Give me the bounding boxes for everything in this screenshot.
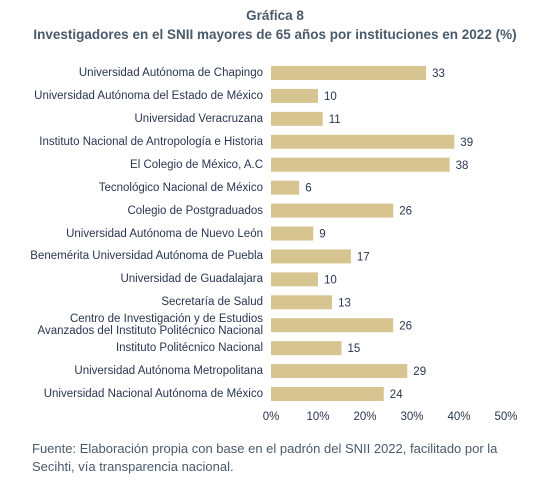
category-label: Tecnológico Nacional de México	[98, 181, 263, 194]
bar	[271, 157, 450, 172]
value-label: 24	[390, 389, 403, 401]
value-label: 10	[324, 91, 337, 103]
category-label: Universidad de Guadalajara	[120, 273, 263, 286]
category-label: Universidad Autónoma de Nuevo León	[66, 227, 263, 240]
category-label: Universidad Autónoma Metropolitana	[74, 365, 263, 378]
category-label: Universidad Autónoma de Chapingo	[78, 67, 263, 79]
chart-title: Gráfica 8	[246, 8, 304, 23]
category-label: Benemérita Universidad Autónoma de Puebl…	[30, 250, 263, 263]
x-tick-label: 50%	[494, 411, 517, 423]
value-label: 38	[456, 160, 469, 172]
bar	[271, 249, 351, 264]
bar	[271, 272, 318, 287]
category-label: Colegio de Postgraduados	[127, 204, 263, 217]
category-label: Universidad Veracruzana	[134, 112, 264, 125]
value-label: 26	[399, 206, 412, 218]
category-label: Universidad Autónoma del Estado de Méxic…	[34, 89, 263, 102]
category-label: Instituto Nacional de Antropología e His…	[39, 135, 263, 148]
bar	[271, 66, 427, 80]
bar	[271, 318, 394, 333]
value-label: 13	[338, 297, 351, 309]
bar	[271, 88, 318, 103]
value-label: 11	[329, 114, 341, 126]
x-tick-label: 30%	[400, 411, 423, 423]
value-label: 17	[357, 251, 370, 263]
bar	[271, 180, 300, 195]
x-tick-label: 20%	[353, 411, 376, 423]
x-tick-label: 40%	[447, 411, 470, 423]
bar	[271, 111, 323, 126]
chart-subtitle: Investigadores en el SNII mayores de 65 …	[33, 27, 517, 42]
bar	[271, 134, 455, 149]
bar	[271, 226, 314, 241]
value-label: 26	[399, 320, 412, 332]
category-label: Universidad Nacional Autónoma de México	[43, 388, 263, 401]
value-label: 39	[460, 137, 473, 149]
bar	[271, 203, 394, 218]
x-tick-label: 10%	[306, 411, 329, 423]
category-label: Centro de Investigación y de Estudios Av…	[37, 313, 263, 338]
category-label: Instituto Politécnico Nacional	[115, 342, 263, 355]
value-label: 6	[305, 183, 311, 195]
value-label: 33	[432, 68, 445, 80]
x-tick-label: 0%	[263, 411, 280, 423]
bar	[271, 364, 408, 379]
category-label: Secretaría de Salud	[161, 296, 263, 309]
value-label: 15	[348, 343, 361, 355]
bar	[271, 387, 384, 402]
value-label: 10	[324, 274, 337, 286]
value-label: 9	[319, 229, 325, 241]
value-label: 29	[413, 366, 426, 378]
bar	[271, 341, 342, 356]
bar	[271, 295, 333, 310]
source-note: Fuente: Elaboración propia con base en e…	[32, 441, 498, 474]
category-label: El Colegio de México, A.C	[130, 158, 263, 171]
